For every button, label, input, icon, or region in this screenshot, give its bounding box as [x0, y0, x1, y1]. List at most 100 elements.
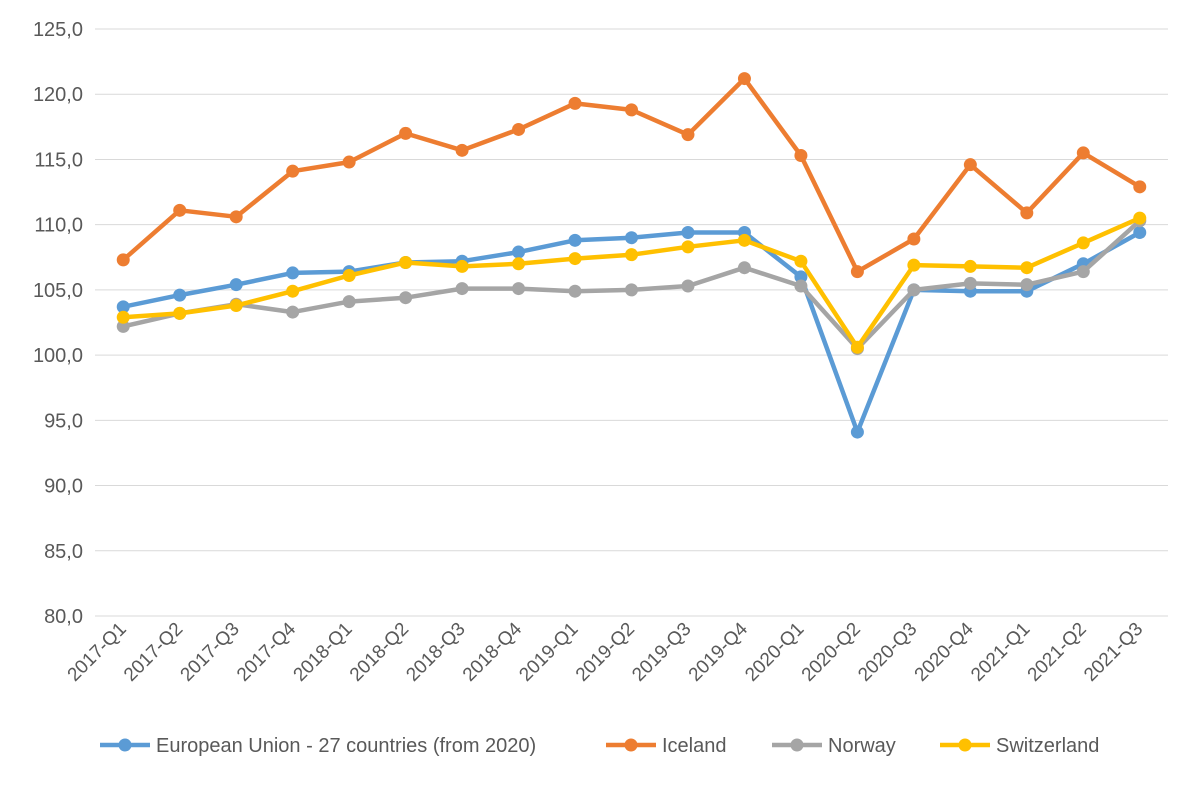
data-point — [1020, 278, 1034, 292]
data-point — [907, 283, 921, 297]
data-point — [173, 306, 187, 320]
legend-item: Iceland — [606, 735, 727, 757]
x-tick-label: 2018-Q3 — [402, 619, 469, 686]
legend-label: Switzerland — [996, 735, 1099, 757]
data-point — [512, 282, 526, 296]
data-point — [794, 279, 808, 293]
x-tick-label: 2020-Q1 — [741, 619, 808, 686]
legend-label: European Union - 27 countries (from 2020… — [156, 735, 536, 757]
series-layer — [116, 72, 1147, 439]
legend-swatch-marker — [118, 738, 132, 752]
y-tick-label: 100,0 — [33, 345, 83, 367]
x-tick-label: 2017-Q1 — [64, 619, 131, 686]
data-point — [399, 126, 413, 140]
x-tick-label: 2018-Q1 — [290, 619, 357, 686]
data-point — [907, 232, 921, 246]
data-point — [794, 270, 808, 284]
data-point — [681, 128, 695, 142]
data-point — [794, 149, 808, 163]
gridlines — [95, 28, 1168, 617]
x-tick-label: 2017-Q3 — [177, 619, 244, 686]
x-tick-label: 2019-Q1 — [515, 619, 582, 686]
x-tick-label: 2021-Q3 — [1080, 619, 1147, 686]
data-point — [286, 164, 300, 178]
data-point — [229, 278, 243, 292]
data-point — [455, 143, 469, 157]
data-point — [1020, 261, 1034, 275]
data-point — [173, 203, 187, 217]
x-tick-label: 2019-Q3 — [628, 619, 695, 686]
data-point — [850, 265, 864, 279]
series-line — [120, 230, 1143, 435]
data-point — [399, 291, 413, 305]
data-point — [681, 279, 695, 293]
legend-item: European Union - 27 countries (from 2020… — [100, 735, 536, 757]
data-point — [963, 158, 977, 172]
data-point — [286, 305, 300, 319]
y-tick-label: 110,0 — [34, 215, 83, 237]
data-point — [116, 319, 130, 333]
data-point — [850, 340, 864, 354]
data-point — [568, 96, 582, 110]
data-point — [681, 225, 695, 239]
legend-item: Norway — [772, 735, 896, 757]
x-tick-label: 2019-Q4 — [685, 618, 752, 685]
data-point — [568, 284, 582, 298]
data-point — [342, 269, 356, 283]
y-tick-label: 95,0 — [44, 410, 83, 432]
y-tick-label: 90,0 — [44, 476, 83, 498]
x-tick-label: 2018-Q2 — [346, 619, 413, 686]
data-point — [737, 261, 751, 275]
data-point — [1133, 211, 1147, 225]
data-point — [286, 284, 300, 298]
data-point — [512, 245, 526, 259]
legend-item: Switzerland — [940, 735, 1099, 757]
data-point — [850, 425, 864, 439]
data-point — [342, 155, 356, 169]
x-tick-label: 2018-Q4 — [459, 618, 526, 685]
data-point — [116, 310, 130, 324]
x-tick-label: 2020-Q4 — [911, 618, 978, 685]
data-point — [116, 300, 130, 314]
data-point — [399, 255, 413, 269]
legend-swatch-marker — [958, 738, 972, 752]
data-point — [568, 233, 582, 247]
data-point — [794, 254, 808, 268]
data-point — [625, 283, 638, 297]
data-point — [116, 253, 130, 267]
x-tick-label: 2017-Q4 — [233, 618, 300, 685]
data-point — [173, 288, 187, 302]
legend: European Union - 27 countries (from 2020… — [100, 735, 1099, 757]
legend-label: Iceland — [662, 735, 727, 757]
series-2 — [116, 72, 1147, 279]
y-tick-label: 120,0 — [33, 84, 83, 106]
data-point — [229, 299, 243, 313]
data-point — [1076, 146, 1090, 160]
data-point — [625, 103, 638, 117]
data-point — [625, 231, 638, 245]
y-tick-label: 105,0 — [33, 280, 83, 302]
data-point — [455, 259, 469, 273]
data-point — [625, 248, 638, 262]
data-point — [681, 240, 695, 254]
y-tick-label: 115,0 — [34, 149, 83, 171]
data-point — [512, 122, 526, 136]
data-point — [963, 276, 977, 290]
data-point — [512, 257, 526, 271]
data-point — [1020, 206, 1034, 220]
x-axis: 2017-Q12017-Q22017-Q32017-Q42018-Q12018-… — [64, 618, 1148, 685]
data-point — [342, 295, 356, 309]
data-point — [1133, 225, 1147, 239]
y-tick-label: 125,0 — [33, 19, 83, 41]
x-tick-label: 2017-Q2 — [120, 619, 187, 686]
y-tick-label: 80,0 — [44, 606, 83, 628]
legend-label: Norway — [828, 735, 896, 757]
data-point — [455, 282, 469, 296]
data-point — [1133, 180, 1147, 194]
data-point — [1076, 236, 1090, 250]
data-point — [229, 210, 243, 224]
data-point — [737, 72, 751, 86]
legend-swatch-marker — [790, 738, 804, 752]
